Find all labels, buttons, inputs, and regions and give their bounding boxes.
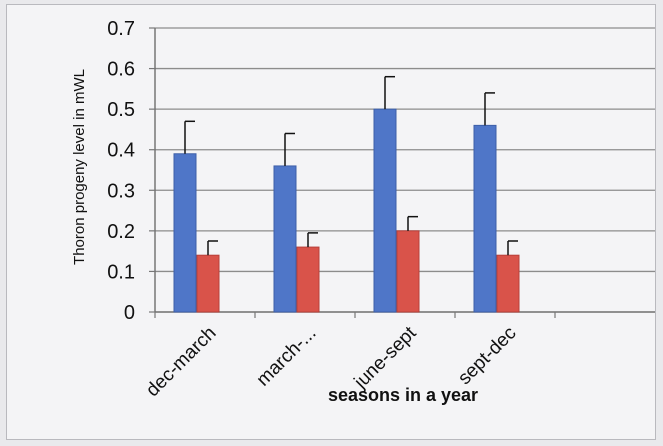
bar-series2-septdec: [496, 254, 520, 313]
x-axis-label: seasons in a year: [328, 385, 478, 405]
bars: [173, 108, 520, 313]
y-tick-label: 0: [124, 302, 135, 324]
y-tick-label: 0.4: [107, 140, 135, 162]
y-tick-label: 0.5: [107, 99, 135, 121]
bar-series2-march: [296, 246, 320, 313]
bar-series2-junesept: [396, 230, 420, 313]
y-tick-label: 0.7: [107, 18, 135, 40]
x-tick-label: sept-dec: [454, 323, 520, 389]
bar-series1-march: [273, 165, 297, 313]
y-tick-labels: 0 0.1 0.2 0.3 0.4 0.5 0.6 0.7: [107, 18, 155, 324]
bar-series2-decmarch: [196, 254, 220, 313]
bar-series1-decmarch: [173, 153, 197, 313]
y-tick-label: 0.3: [107, 180, 135, 202]
x-tick-label: march-...: [253, 323, 321, 391]
y-tick-label: 0.1: [107, 261, 135, 283]
gridlines: [155, 27, 655, 273]
bar-series1-septdec: [473, 124, 497, 313]
error-bars: [184, 75, 518, 256]
y-tick-label: 0.6: [107, 59, 135, 81]
x-tick-label: dec-march: [142, 323, 220, 401]
chart-frame: [6, 4, 656, 440]
y-tick-label: 0.2: [107, 221, 135, 243]
bar-series1-junesept: [373, 108, 397, 313]
x-tick-label: june-sept: [350, 322, 421, 393]
y-axis-label: Thoron progeny level in mWL: [71, 69, 88, 265]
